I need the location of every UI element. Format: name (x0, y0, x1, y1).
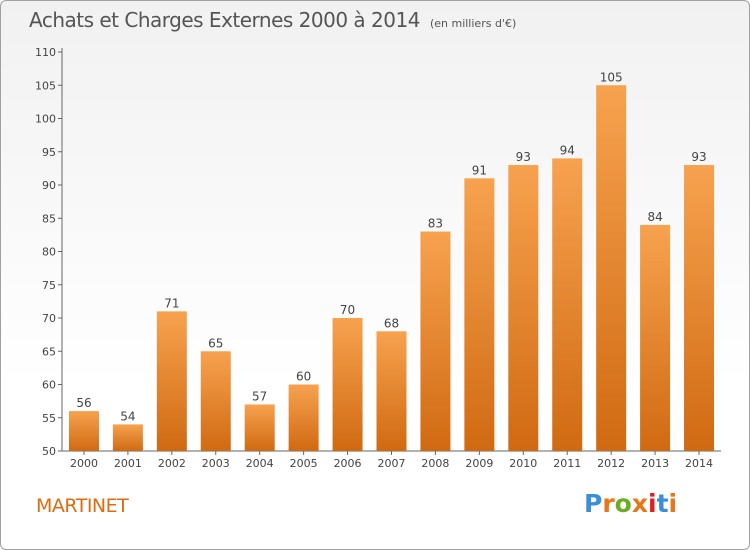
x-tick-label: 2003 (202, 457, 230, 470)
x-tick-label: 2008 (421, 457, 449, 470)
bar-2005 (288, 384, 319, 451)
x-tick-label: 2001 (114, 457, 142, 470)
bar-2013 (640, 224, 671, 451)
chart-title: Achats et Charges Externes 2000 à 2014 (e… (29, 8, 516, 32)
data-label-2012: 105 (600, 70, 623, 84)
x-tick-label: 2009 (465, 457, 493, 470)
bar-2002 (156, 311, 187, 451)
logo-letter: P (584, 489, 603, 518)
y-tick-label: 95 (42, 146, 56, 159)
data-label-2013: 84 (647, 210, 662, 224)
data-label-2014: 93 (691, 150, 706, 164)
y-tick-label: 85 (42, 212, 56, 225)
x-tick-label: 2006 (334, 457, 362, 470)
data-label-2006: 70 (340, 303, 355, 317)
bar-2007 (376, 331, 407, 451)
x-tick-label: 2000 (70, 457, 98, 470)
data-label-2001: 54 (120, 409, 135, 423)
y-tick-label: 100 (35, 113, 56, 126)
x-tick-label: 2011 (553, 457, 581, 470)
x-tick-label: 2014 (685, 457, 713, 470)
data-labels: 56 54 71 65 57 60 70 68 83 91 93 94 105 84 93 (76, 70, 706, 423)
chart-title-text: Achats et Charges Externes 2000 à 2014 (29, 8, 420, 32)
data-label-2002: 71 (164, 296, 179, 310)
commune-name: MARTINET (36, 495, 129, 517)
logo-letter: t (656, 489, 669, 518)
data-label-2007: 68 (384, 316, 399, 330)
y-tick-label: 65 (42, 345, 56, 358)
y-tick-label: 55 (42, 412, 56, 425)
x-tick-label: 2010 (509, 457, 537, 470)
y-tick-label: 110 (35, 46, 56, 59)
logo-letter: i (668, 489, 678, 518)
data-label-2005: 60 (296, 370, 311, 384)
data-label-2011: 94 (560, 143, 575, 157)
logo-letter: i (648, 489, 657, 518)
logo-letter: x (631, 489, 648, 518)
data-label-2000: 56 (76, 396, 91, 410)
bar-2010 (508, 165, 539, 452)
y-tick-label: 70 (42, 312, 56, 325)
x-tick-label: 2004 (246, 457, 274, 470)
data-label-2010: 93 (516, 150, 531, 164)
y-tick-label: 105 (35, 79, 56, 92)
x-tick-label: 2007 (378, 457, 406, 470)
bar-2014 (684, 165, 715, 452)
x-tick-label: 2012 (597, 457, 625, 470)
y-tick-label: 80 (42, 246, 56, 259)
data-label-2003: 65 (208, 336, 223, 350)
data-label-2004: 57 (252, 389, 267, 403)
proxiti-logo[interactable]: Proxiti (584, 489, 677, 518)
bar-2008 (420, 231, 451, 451)
y-tick-label: 90 (42, 179, 56, 192)
x-tick-label: 2013 (641, 457, 669, 470)
y-tick-label: 75 (42, 279, 56, 292)
logo-letter: o (614, 489, 632, 518)
bar-2006 (332, 318, 363, 451)
bar-2001 (112, 424, 143, 451)
data-label-2008: 83 (428, 217, 443, 231)
axes: 50 55 60 65 70 75 80 85 90 95 100 105 110 2000 2001 200… (35, 46, 721, 470)
bars (68, 85, 715, 452)
chart-subtitle: (en milliers d'€) (429, 17, 517, 30)
y-tick-label: 60 (42, 379, 56, 392)
bar-2011 (552, 158, 583, 451)
bar-2012 (596, 85, 627, 451)
x-tick-label: 2002 (158, 457, 186, 470)
data-label-2009: 91 (472, 163, 487, 177)
y-tick-label: 50 (42, 445, 56, 458)
bar-2000 (68, 411, 99, 451)
logo-letter: r (602, 489, 615, 518)
bar-2009 (464, 178, 495, 451)
bar-2004 (244, 404, 275, 451)
bar-2003 (200, 351, 231, 451)
x-tick-label: 2005 (290, 457, 318, 470)
